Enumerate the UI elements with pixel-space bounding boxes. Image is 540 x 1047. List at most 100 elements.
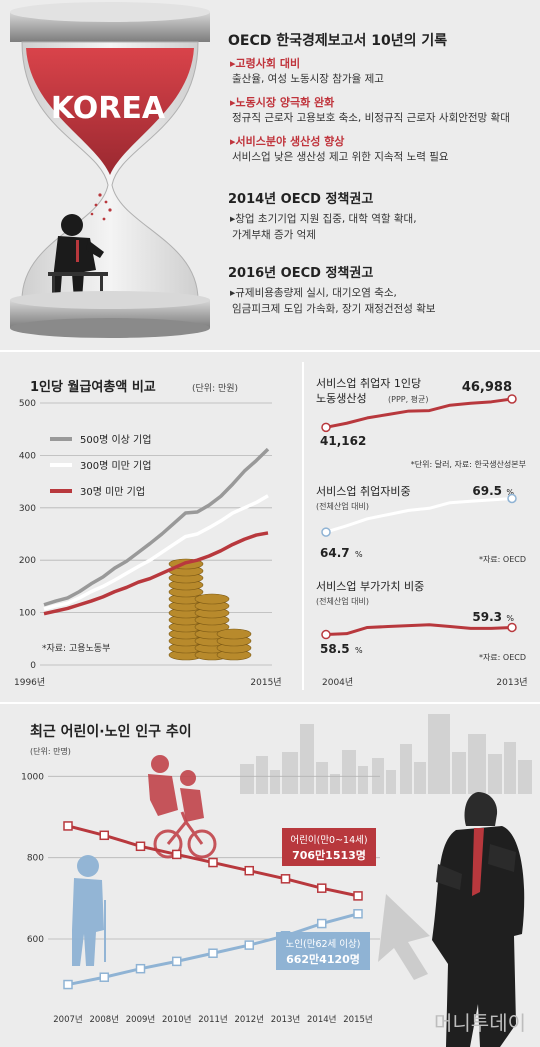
data-point: [63, 979, 73, 990]
report-title: OECD 한국경제보고서 10년의 기록: [228, 33, 448, 49]
building-shape: [400, 744, 412, 794]
y-tick-label: 500: [19, 399, 36, 409]
productivity-end-label: 46,988: [462, 380, 512, 395]
series-line: [43, 447, 270, 607]
value-added-unit: (전체산업 대비): [316, 596, 369, 606]
building-shape: [358, 766, 368, 794]
data-point: [321, 527, 331, 537]
x-tick-label: 2012년: [235, 1014, 264, 1025]
population-chart-title: 최근 어린이·노인 인구 추이: [30, 723, 192, 740]
data-point: [99, 972, 109, 982]
x-tick-label: 2014년: [307, 1014, 336, 1025]
employment-source: *자료: OECD: [479, 555, 526, 564]
elderly-illustration: [72, 855, 106, 966]
data-point: [135, 841, 146, 852]
rec2014-line: 가계부채 증가 억제: [232, 229, 316, 241]
x-tick-label: 2007년: [53, 1014, 82, 1025]
x-tick-label: 2010년: [162, 1014, 191, 1025]
rec2014-title: 2014년 OECD 정책권고: [228, 192, 374, 207]
data-point: [507, 622, 517, 633]
building-shape: [488, 754, 502, 794]
building-shape: [428, 714, 450, 794]
section-divider: [0, 702, 540, 704]
data-point: [321, 422, 331, 433]
building-shape: [504, 742, 516, 794]
hourglass-label: KOREA: [51, 91, 166, 126]
section-divider: [0, 350, 540, 352]
building-shape: [270, 770, 280, 794]
hourglass-illustration: KOREA: [10, 2, 210, 338]
data-point: [63, 821, 73, 831]
productivity-start-label: 41,162: [320, 434, 366, 448]
legend-label: 500명 이상 기업: [80, 433, 151, 446]
series-line: [325, 623, 513, 637]
value-added-title: 서비스업 부가가치 비중: [316, 580, 424, 593]
coin-icon: [216, 628, 252, 640]
data-point: [172, 956, 182, 967]
wage-chart-title: 1인당 월급여총액 비교: [30, 379, 156, 395]
building-shape: [330, 774, 340, 794]
building-shape: [256, 756, 268, 794]
building-shape: [452, 752, 466, 794]
building-shape: [518, 760, 532, 794]
percent-sign: %: [506, 488, 514, 497]
watermark: 머니투데이: [434, 1011, 526, 1035]
data-point: [135, 963, 146, 974]
city-skyline-illustration: [240, 714, 532, 794]
series-line: [325, 397, 513, 429]
report-item-body: 출산율, 여성 노동시장 참가율 제고: [232, 73, 384, 85]
rec2016-title: 2016년 OECD 정책권고: [228, 266, 374, 281]
percent-sign: %: [506, 614, 514, 623]
report-item-head: ▸서비스분야 생산성 향상: [230, 135, 345, 148]
data-point: [353, 909, 363, 919]
building-shape: [282, 752, 298, 794]
x-tick-label: 2008년: [90, 1014, 119, 1025]
population-chart: 최근 어린이·노인 인구 추이 (단위: 만명) 600 800 1000 어린이(…: [21, 714, 532, 1047]
rec2016-line: 임금피크제 도입 가속화, 장기 재정건전성 확보: [232, 303, 436, 315]
data-point: [208, 948, 218, 958]
employment-start-label: 64.7: [320, 546, 350, 560]
children-series-name: 어린이(만0~14세): [290, 835, 367, 846]
building-shape: [386, 770, 396, 794]
y-tick-label: 1000: [21, 772, 44, 782]
data-point: [353, 891, 363, 901]
y-tick-label: 200: [19, 556, 36, 566]
data-point: [244, 865, 254, 876]
productivity-unit: (PPP, 평균): [388, 394, 429, 404]
rec2014-line: ▸창업 초기기업 지원 집중, 대학 역할 확대,: [230, 213, 417, 225]
elderly-series-name: 노인(만62세 이상): [286, 939, 361, 950]
x-tick-label: 1996년: [14, 677, 45, 688]
data-point: [321, 629, 331, 640]
section-divider: [302, 362, 304, 690]
x-tick-label: 2015년: [250, 677, 281, 688]
employment-end-label: 69.5: [472, 484, 502, 498]
value-added-source: *자료: OECD: [479, 653, 526, 662]
percent-sign: %: [355, 550, 363, 559]
y-tick-label: 400: [19, 451, 36, 461]
y-tick-label: 100: [19, 609, 36, 619]
data-point: [172, 849, 182, 860]
series-line: [43, 494, 269, 611]
arrow-icon: [378, 894, 430, 980]
report-item-head: ▸노동시장 양극화 완화: [230, 96, 335, 109]
building-shape: [342, 750, 356, 794]
y-tick-label: 600: [27, 935, 44, 945]
x-tick-label: 2004년: [322, 677, 353, 688]
x-tick-label: 2011년: [198, 1014, 227, 1025]
building-shape: [300, 724, 314, 794]
building-shape: [316, 762, 328, 794]
wage-chart-unit: (단위: 만원): [192, 383, 238, 394]
data-point: [280, 874, 291, 884]
employment-title: 서비스업 취업자비중: [316, 485, 411, 498]
wage-chart: 1인당 월급여총액 비교 (단위: 만원) 0 100 200 300 400 500 5…: [14, 379, 282, 688]
legend-label: 30명 미만 기업: [80, 485, 145, 498]
value-added-end-label: 59.3: [472, 610, 502, 624]
legend-label: 300명 미만 기업: [80, 459, 151, 472]
children-illustration: [148, 755, 204, 822]
rec2016-line: ▸규제비용총량제 실시, 대기오염 축소,: [230, 287, 397, 299]
building-shape: [468, 734, 486, 794]
elderly-value-label: 662만4120명: [286, 952, 360, 966]
coin-stack-illustration: [168, 558, 252, 661]
x-tick-label: 2013년: [496, 677, 527, 688]
productivity-source: *단위: 달러, 자료: 한국생산성본부: [411, 459, 526, 469]
